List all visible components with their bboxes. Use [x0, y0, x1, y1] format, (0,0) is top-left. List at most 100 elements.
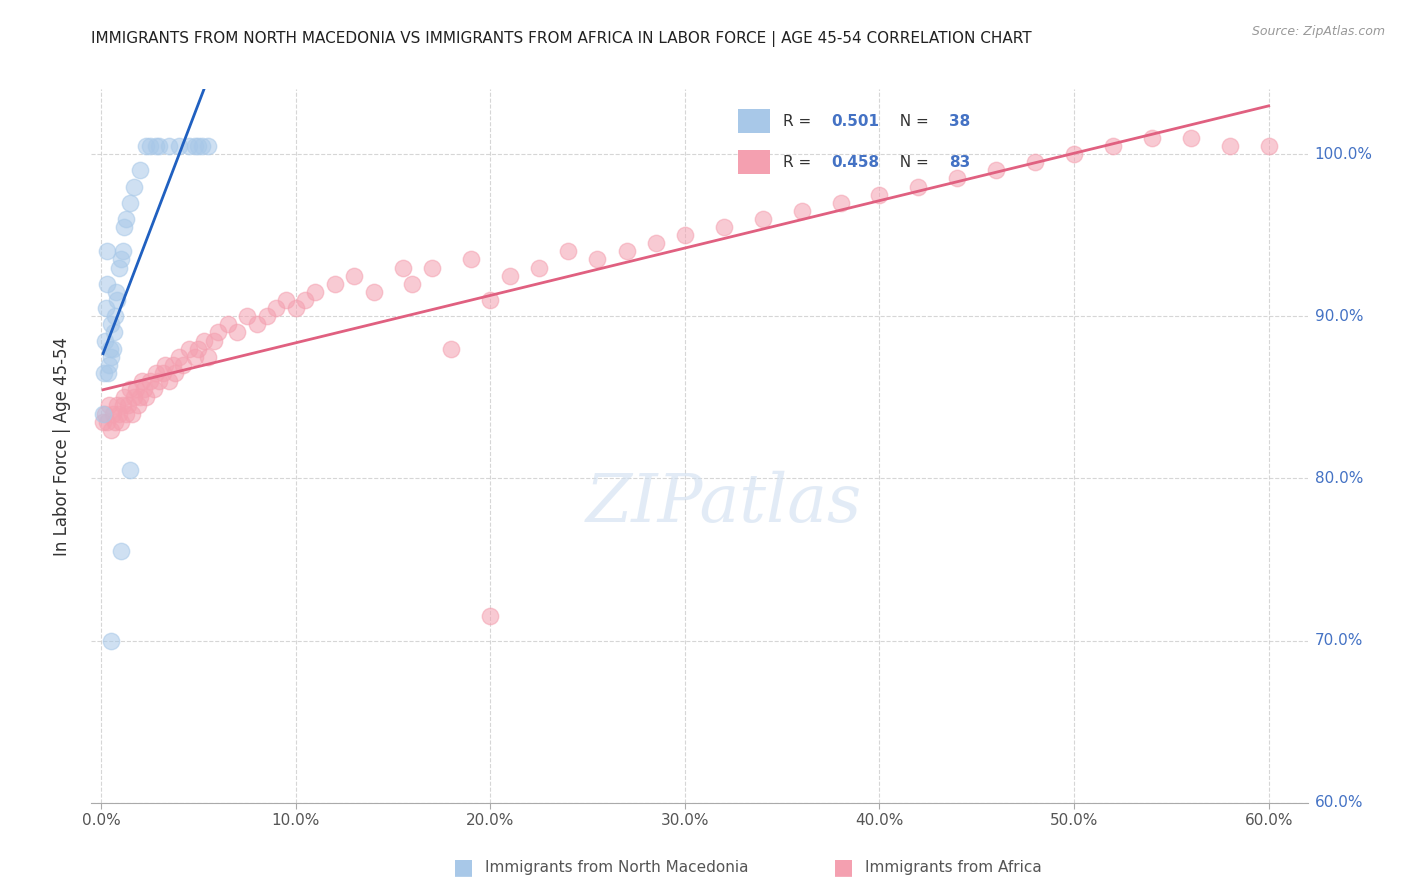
Point [132, 382, 155, 396]
Point [202, 334, 225, 348]
Point [673, 228, 696, 243]
Point [111, 244, 134, 259]
Text: 80.0%: 80.0% [1315, 471, 1362, 486]
Text: 60.0%: 60.0% [1315, 796, 1362, 810]
Point [139, 139, 162, 153]
Point [165, 366, 187, 380]
Point [97, 399, 120, 413]
Point [122, 179, 145, 194]
Point [94, 301, 117, 315]
Point [1102, 139, 1125, 153]
Point [114, 390, 136, 404]
Point [616, 244, 638, 259]
Point [172, 358, 194, 372]
Y-axis label: In Labor Force | Age 45-54: In Labor Force | Age 45-54 [52, 336, 70, 556]
Point [197, 350, 219, 364]
Point [101, 407, 124, 421]
Text: Immigrants from Africa: Immigrants from Africa [865, 860, 1042, 874]
Point [751, 211, 773, 226]
Point [177, 342, 200, 356]
Point [129, 390, 152, 404]
Point [155, 358, 177, 372]
Point [713, 220, 735, 235]
Point [107, 407, 129, 421]
Point [122, 390, 145, 404]
Point [97, 358, 120, 372]
Point [104, 310, 127, 324]
Point [97, 366, 120, 380]
Point [91, 415, 114, 429]
Point [142, 382, 165, 396]
Point [460, 252, 482, 267]
Point [790, 203, 813, 218]
Text: 90.0%: 90.0% [1315, 309, 1362, 324]
Point [391, 260, 413, 275]
Point [830, 195, 852, 210]
Point [986, 163, 1008, 178]
Text: ZIPatlas: ZIPatlas [586, 470, 862, 536]
Point [139, 374, 162, 388]
Point [440, 342, 463, 356]
Point [117, 399, 139, 413]
Point [236, 310, 259, 324]
Text: 70.0%: 70.0% [1315, 633, 1362, 648]
Point [96, 244, 118, 259]
Point [644, 236, 666, 251]
Point [145, 366, 167, 380]
Point [120, 463, 142, 477]
Point [94, 334, 117, 348]
Point [91, 407, 114, 421]
Point [183, 350, 205, 364]
Point [115, 407, 138, 421]
Point [363, 285, 385, 299]
Point [100, 318, 122, 332]
Point [557, 244, 579, 259]
Point [96, 415, 118, 429]
Text: 100.0%: 100.0% [1315, 146, 1372, 161]
Point [100, 423, 122, 437]
Point [1257, 139, 1279, 153]
Point [111, 399, 134, 413]
Point [183, 139, 205, 153]
Point [121, 407, 143, 421]
Point [869, 187, 891, 202]
Point [187, 342, 209, 356]
Point [148, 139, 170, 153]
Point [105, 293, 128, 307]
Point [907, 179, 929, 194]
Point [148, 374, 170, 388]
Point [157, 139, 180, 153]
Point [207, 326, 229, 340]
Point [93, 366, 115, 380]
Point [284, 301, 307, 315]
Point [120, 382, 142, 396]
Point [115, 211, 138, 226]
Point [479, 293, 502, 307]
Point [586, 252, 609, 267]
Text: IMMIGRANTS FROM NORTH MACEDONIA VS IMMIGRANTS FROM AFRICA IN LABOR FORCE | AGE 4: IMMIGRANTS FROM NORTH MACEDONIA VS IMMIG… [91, 31, 1032, 47]
Point [110, 544, 132, 558]
Text: Source: ZipAtlas.com: Source: ZipAtlas.com [1251, 25, 1385, 38]
Point [304, 285, 326, 299]
Point [110, 415, 132, 429]
Point [323, 277, 346, 291]
Point [193, 334, 215, 348]
Point [101, 342, 124, 356]
Point [129, 163, 152, 178]
Point [157, 374, 180, 388]
Point [420, 260, 443, 275]
Point [187, 139, 209, 153]
Point [401, 277, 423, 291]
Point [96, 277, 118, 291]
Point [191, 139, 214, 153]
Text: Immigrants from North Macedonia: Immigrants from North Macedonia [485, 860, 748, 874]
Point [152, 366, 174, 380]
Point [256, 310, 278, 324]
Point [120, 195, 142, 210]
Point [162, 358, 184, 372]
Point [94, 407, 117, 421]
Point [135, 139, 157, 153]
Point [226, 326, 249, 340]
Point [131, 374, 153, 388]
Point [1219, 139, 1241, 153]
